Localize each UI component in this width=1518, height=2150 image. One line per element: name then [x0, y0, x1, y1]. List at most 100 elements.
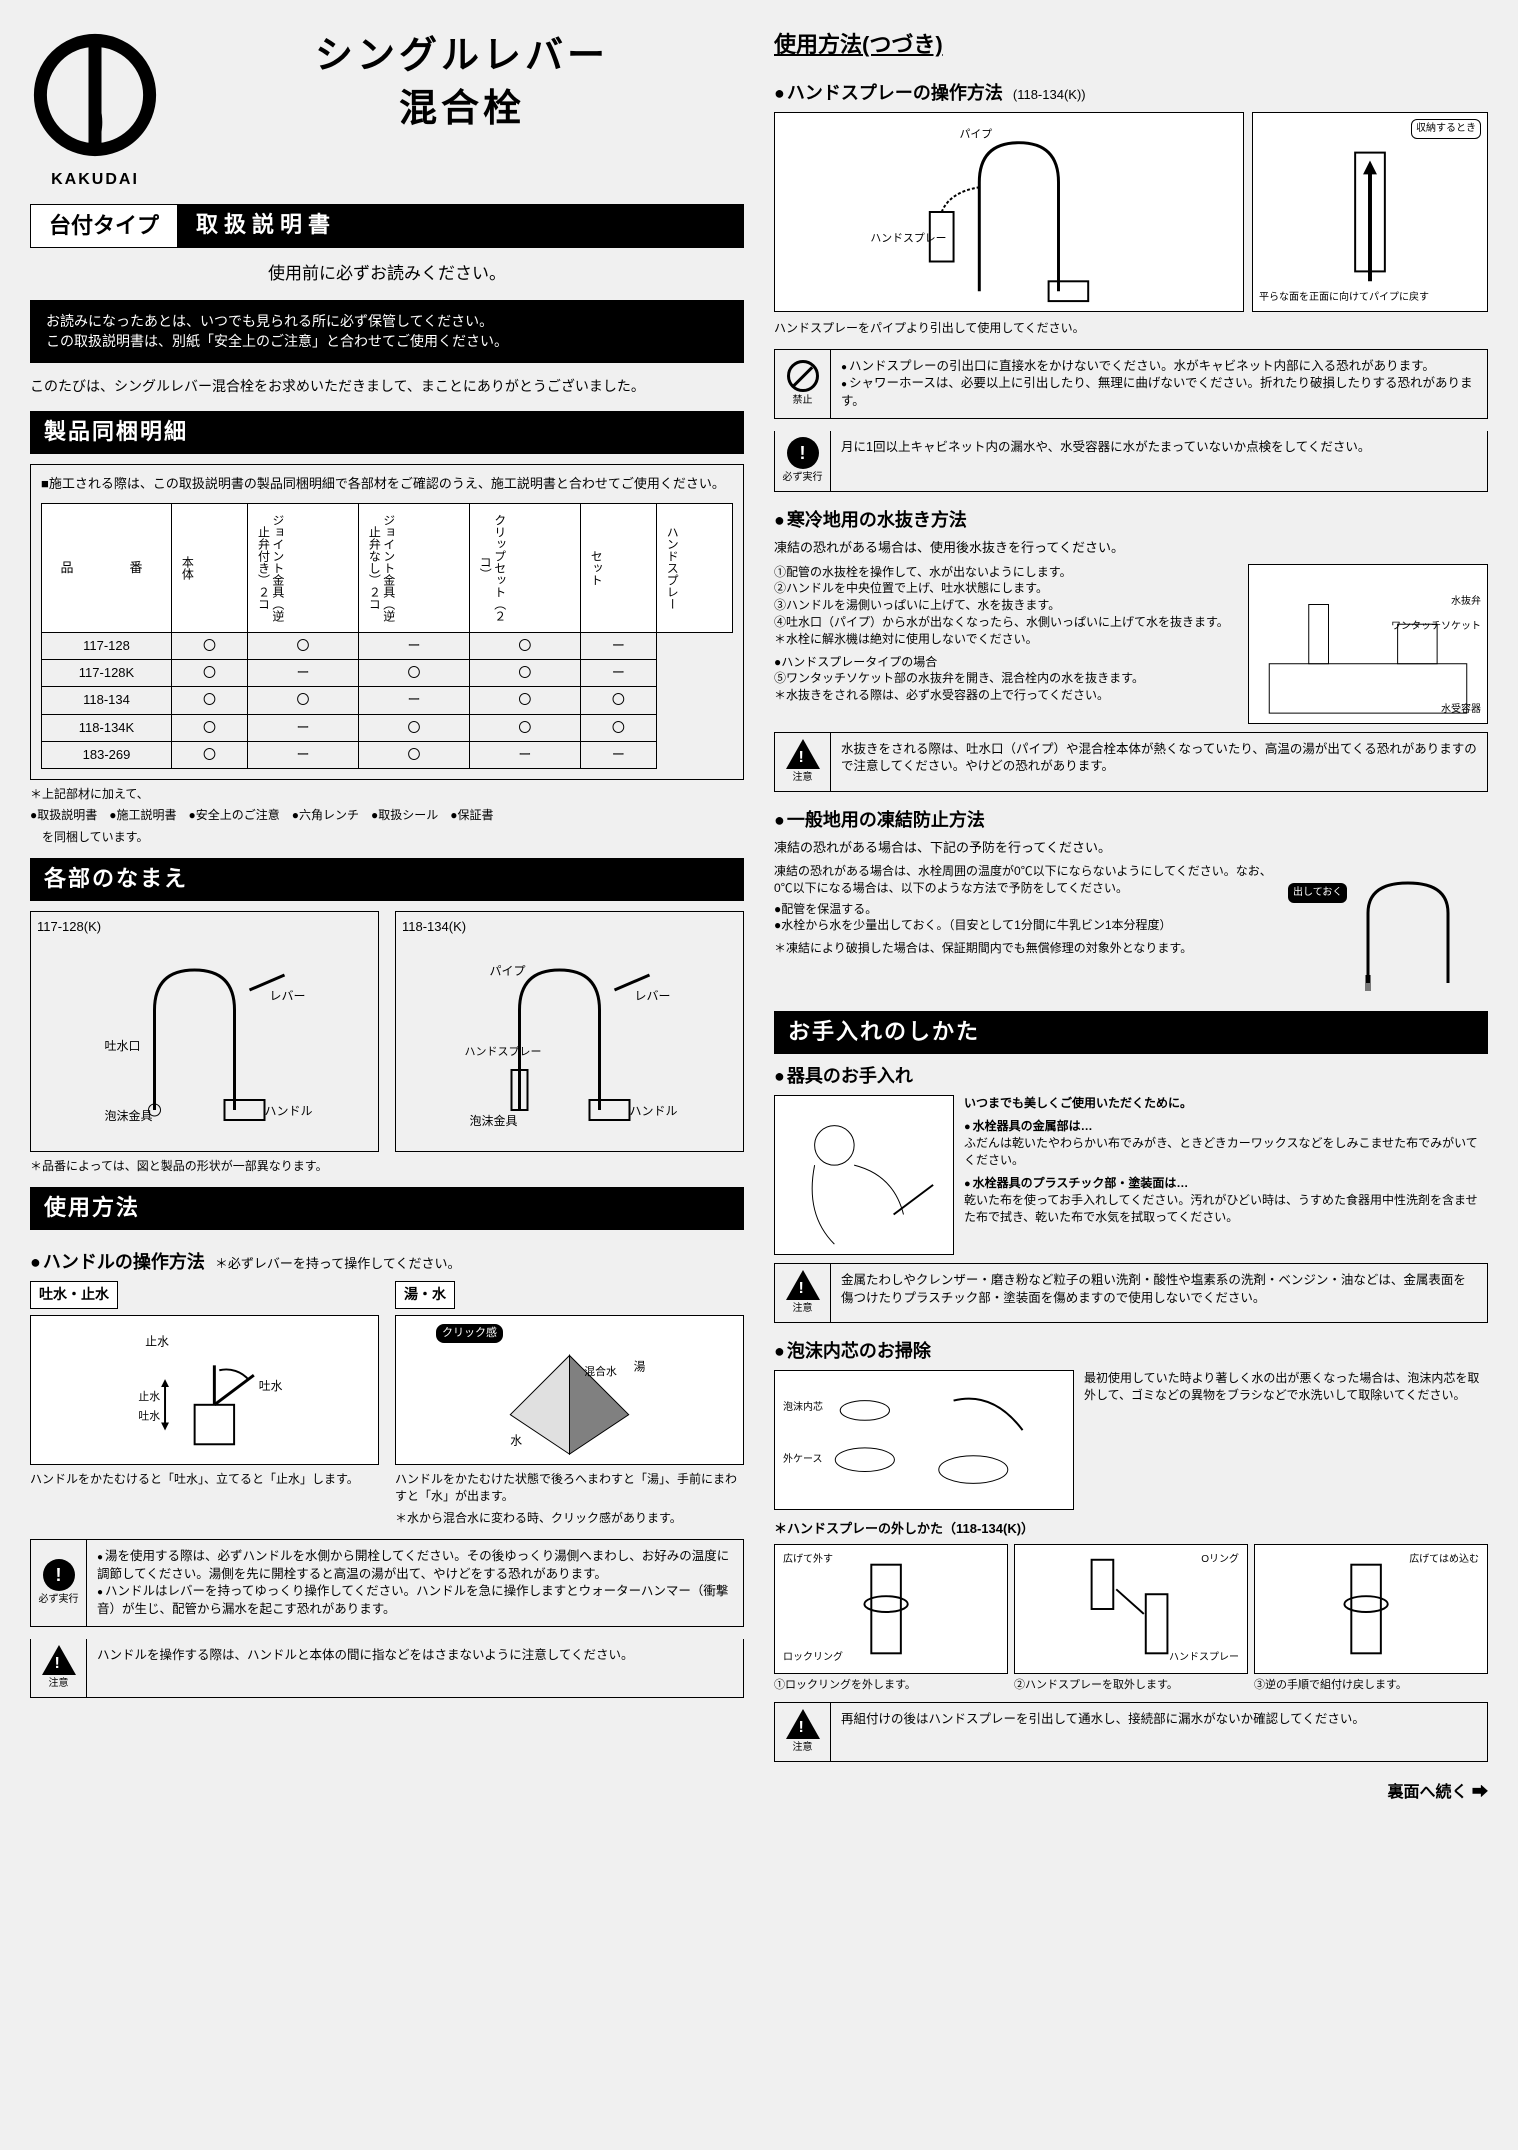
- cold-caution-text: 水抜きをされる際は、吐水口（パイプ）や混合栓本体が熱くなっていたり、高温の湯が出…: [831, 733, 1487, 791]
- svg-text:止水: 止水: [145, 1334, 169, 1348]
- title-line2: 混合栓: [180, 83, 744, 136]
- diag-a-code: 117-128(K): [37, 918, 372, 936]
- svg-text:水: 水: [510, 1433, 522, 1447]
- type-row: 台付タイプ 取扱説明書: [30, 204, 744, 249]
- step-cap-2: ②ハンドスプレーを取外します。: [1014, 1678, 1248, 1693]
- manual-label: 取扱説明書: [178, 204, 744, 249]
- page-footer: 裏面へ続く ➡: [30, 1782, 1488, 1804]
- parts-rowhead: 品 番: [42, 503, 172, 632]
- caution-triangle-icon-3: [786, 1270, 820, 1300]
- col-4: セット: [587, 508, 605, 628]
- section-care: お手入れのしかた: [774, 1011, 1488, 1054]
- must-label: 必ず実行: [39, 1593, 79, 1607]
- spray-op-code: (118-134(K)): [1013, 86, 1086, 104]
- label-spout: 吐水口: [105, 1039, 141, 1053]
- caution-triangle-icon-2: [786, 739, 820, 769]
- handle-op-title: ハンドルの操作方法: [30, 1250, 205, 1275]
- svg-text:パイプ: パイプ: [960, 128, 993, 141]
- header: KAKUDAI シングルレバー 混合栓: [30, 30, 744, 192]
- spray-step-1: 広げて外す ロックリング: [774, 1544, 1008, 1674]
- storage-note-line1: お読みになったあとは、いつでも見られる所に必ず保管してください。: [46, 312, 728, 332]
- socket-label: ワンタッチソケット: [1391, 620, 1481, 634]
- spray-step-2: Oリング ハンドスプレー: [1014, 1544, 1248, 1674]
- care-lead: いつまでも美しくご使用いただくために。: [964, 1095, 1488, 1112]
- cold-title: 寒冷地用の水抜き方法: [774, 508, 1488, 533]
- label-aerator: 泡沫金具: [105, 1108, 153, 1123]
- spray-diagram-main: パイプ ハンドスプレー: [774, 112, 1244, 312]
- spray-prohibit: 禁止 ハンドスプレーの引出口に直接水をかけないでください。水がキャビネット内部に…: [774, 349, 1488, 420]
- care-illustration: [774, 1095, 954, 1255]
- handle-op-row: 吐水・止水 止水 吐水 止水 吐水: [30, 1281, 744, 1527]
- spray-must-item: 月に1回以上キャビネット内の漏水や、水受容器に水がたまっていないか点検をしてくだ…: [831, 431, 1487, 491]
- receiver-label: 水受容器: [1441, 703, 1481, 717]
- label-lever-b: レバー: [635, 989, 671, 1003]
- svg-text:混合水: 混合水: [584, 1364, 617, 1378]
- panel-flow: 吐水・止水 止水 吐水 止水 吐水: [30, 1281, 379, 1527]
- cold-diagram: 水抜弁 ワンタッチソケット 水受容器: [1248, 564, 1488, 724]
- caution-icon: 注意: [31, 1639, 87, 1697]
- handle-op-header: ハンドルの操作方法 ＊必ずレバーを持って操作してください。: [30, 1240, 744, 1281]
- gen-note: ＊凍結により破損した場合は、保証期間内でも無償修理の対象外となります。: [774, 940, 1278, 957]
- label-handle-b: ハンドル: [630, 1104, 678, 1118]
- col-0: 本体: [178, 508, 196, 628]
- care-caution: 注意 金属たわしやクレンザー・磨き粉など粒子の粗い洗剤・酸性や塩素系の洗剤・ベン…: [774, 1263, 1488, 1323]
- spray-remove-caution: 注意 再組付けの後はハンドスプレーを引出して通水し、接続部に漏水がないか確認して…: [774, 1702, 1488, 1762]
- step-cap-3: ③逆の手順で組付け戻します。: [1254, 1678, 1488, 1693]
- spray-remove-caution-text: 再組付けの後はハンドスプレーを引出して通水し、接続部に漏水がないか確認してくださ…: [831, 1703, 1487, 1761]
- click-badge: クリック感: [436, 1324, 503, 1343]
- store-badge: 収納するとき: [1411, 119, 1481, 139]
- must-label-2: 必ず実行: [783, 471, 823, 485]
- prohibit-label: 禁止: [793, 394, 813, 408]
- svg-text:吐水: 吐水: [138, 1409, 160, 1422]
- flat-note: 平らな面を正面に向けてパイプに戻す: [1259, 291, 1481, 305]
- spray-step-3: 広げてはめ込む: [1254, 1544, 1488, 1674]
- foam-title: 泡沫内芯のお掃除: [774, 1339, 1488, 1364]
- panel-b-caption: ハンドルをかたむけた状態で後ろへまわすと「湯」、手前にまわすと「水」が出ます。: [395, 1471, 744, 1505]
- foam-block: 泡沫内芯 外ケース 最初使用していた時より著しく水の出が悪くなった場合は、泡沫内…: [774, 1370, 1488, 1510]
- label-aerator-b: 泡沫金具: [470, 1113, 518, 1128]
- storage-note-line2: この取扱説明書は、別紙「安全上のご注意」と合わせてご使用ください。: [46, 332, 728, 352]
- warning-block-1: ! 必ず実行 湯を使用する際は、必ずハンドルを水側から開栓してください。その後ゆ…: [30, 1539, 744, 1698]
- cold-spray-title: ●ハンドスプレータイプの場合: [774, 654, 1238, 671]
- core-label: 泡沫内芯: [783, 1401, 823, 1415]
- included-suffix: を同梱しています。: [42, 829, 744, 846]
- storage-note: お読みになったあとは、いつでも見られる所に必ず保管してください。 この取扱説明書…: [30, 300, 744, 363]
- care-title: 器具のお手入れ: [774, 1064, 1488, 1089]
- brand-logo: KAKUDAI: [30, 30, 160, 192]
- svg-text:吐水: 吐水: [259, 1379, 283, 1393]
- spray-op-title: ハンドスプレーの操作方法: [774, 81, 1003, 106]
- gen-text1: 凍結の恐れがある場合は、水栓周囲の温度が0℃以下にならないようにしてください。な…: [774, 863, 1278, 897]
- col-1: ジョイント金具（逆止弁付き）２コ: [254, 508, 287, 628]
- valve-label: 水抜弁: [1451, 595, 1481, 609]
- svg-text:ハンドスプレー: ハンドスプレー: [870, 232, 946, 245]
- diag-b-code: 118-134(K): [402, 918, 737, 936]
- caution-triangle-icon-4: [786, 1709, 820, 1739]
- warn1-caution: ハンドルを操作する際は、ハンドルと本体の間に指などをはさまないように注意してくだ…: [87, 1639, 743, 1697]
- parts-extra-note: ＊上記部材に加えて、: [30, 786, 744, 803]
- case-label: 外ケース: [783, 1453, 823, 1467]
- diagram-a: 117-128(K) 吐水口 レバー 泡沫金具 ハンドル: [30, 911, 379, 1152]
- required-icon: !: [43, 1559, 75, 1591]
- dashi-badge: 出しておく: [1288, 883, 1347, 903]
- spray-diagram-store: 収納するとき 平らな面を正面に向けてパイプに戻す: [1252, 112, 1488, 312]
- spray-remove: ＊ハンドスプレーの外しかた（118-134(K)） 広げて外す ロックリング: [774, 1520, 1488, 1694]
- panel-b-title: 湯・水: [395, 1281, 455, 1309]
- label-spray: ハンドスプレー: [465, 1045, 542, 1058]
- panel-temp: 湯・水 クリック感 混合水 湯 水 ハンドルをかたむけた状態で後ろへまわすと「湯…: [395, 1281, 744, 1527]
- panel-b-caption2: ＊水から混合水に変わる時、クリック感があります。: [395, 1510, 744, 1527]
- step-cap-1: ①ロックリングを外します。: [774, 1678, 1008, 1693]
- brand-text: KAKUDAI: [30, 169, 160, 191]
- parts-box: ■施工される際は、この取扱説明書の製品同梱明細で各部材をご確認のうえ、施工説明書…: [30, 464, 744, 780]
- spray-caption: ハンドスプレーをパイプより引出して使用してください。: [774, 320, 1488, 337]
- spray-must: ! 必ず実行 月に1回以上キャビネット内の漏水や、水受容器に水がたまっていないか…: [774, 431, 1488, 492]
- spray-op-header: ハンドスプレーの操作方法 (118-134(K)): [774, 71, 1488, 112]
- col-3: クリップセット（２コ）: [476, 508, 509, 628]
- panel-a-caption: ハンドルをかたむけると「吐水」、立てると「止水」します。: [30, 1471, 379, 1488]
- diag-note: ＊品番によっては、図と製品の形状が一部異なります。: [30, 1158, 744, 1175]
- product-title: シングルレバー 混合栓: [180, 30, 744, 136]
- parts-note: ■施工される際は、この取扱説明書の製品同梱明細で各部材をご確認のうえ、施工説明書…: [41, 475, 733, 493]
- label-pipe: パイプ: [490, 964, 526, 978]
- svg-text:湯: 湯: [634, 1359, 646, 1373]
- section-usage-cont: 使用方法(つづき): [774, 30, 1488, 61]
- care-block: いつまでも美しくご使用いただくために。 水栓器具の金属部は…ふだんは乾いたやわら…: [774, 1095, 1488, 1255]
